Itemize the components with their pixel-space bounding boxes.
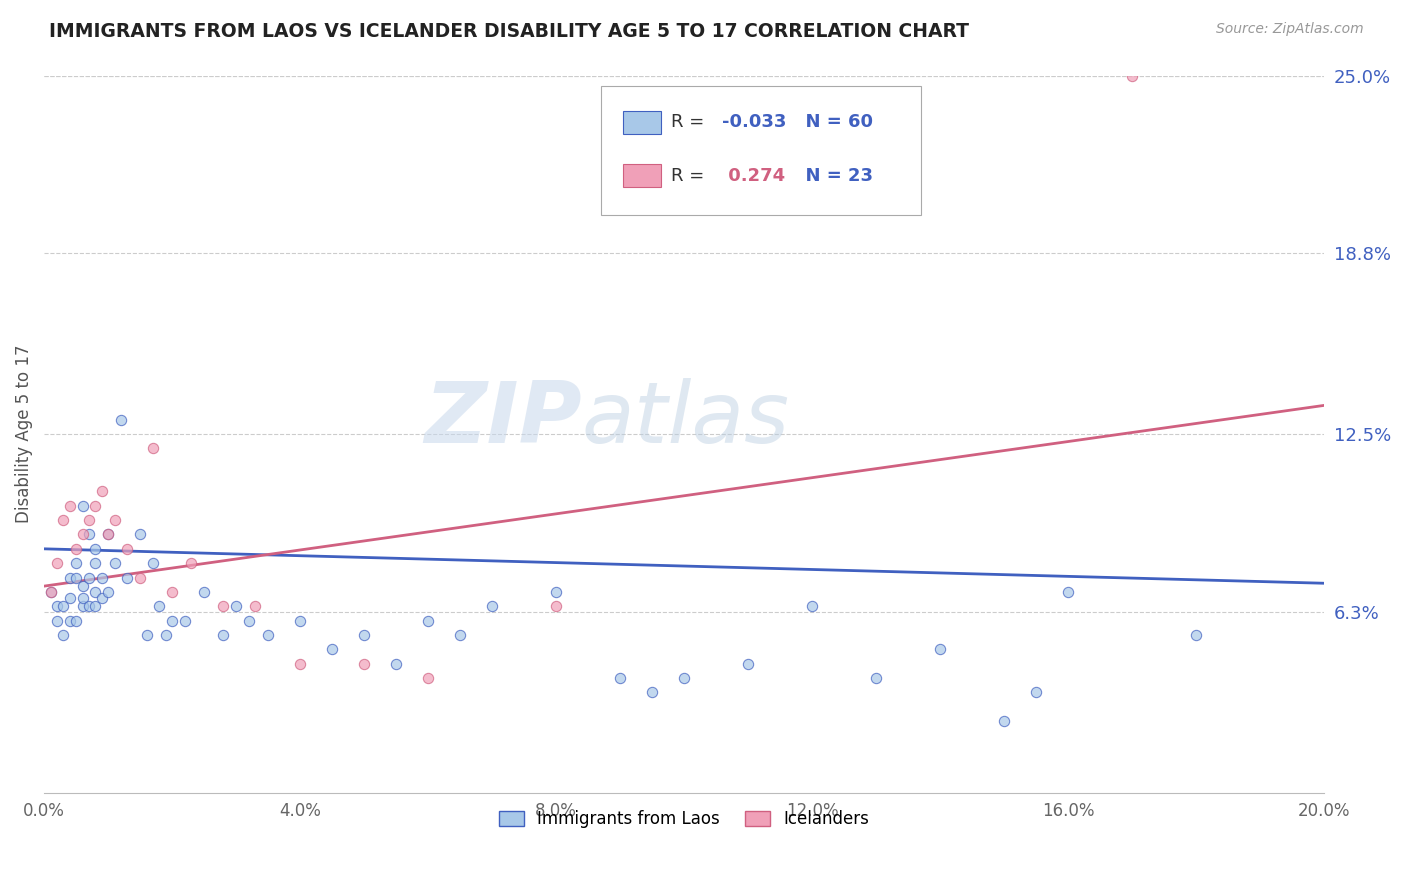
Legend: Immigrants from Laos, Icelanders: Immigrants from Laos, Icelanders [492,803,876,835]
Point [801,599,824,614]
Point [45,599,67,614]
Point [546,585,568,599]
Point [72,527,94,541]
Point [481,599,503,614]
Point [72,499,94,513]
Point [1185,628,1208,642]
Point [160,614,183,628]
Point [865,671,887,685]
Point [59,570,82,584]
Point [72,579,94,593]
Point [45,614,67,628]
Point [110,413,132,427]
Point [65,541,87,556]
Point [449,628,471,642]
Point [416,614,439,628]
Point [212,628,235,642]
Point [65,614,87,628]
FancyBboxPatch shape [623,111,661,134]
Point [52,628,75,642]
Text: atlas: atlas [582,378,790,461]
Point [97,527,120,541]
Text: -0.033: -0.033 [723,113,787,131]
Point [212,599,235,614]
Point [288,614,311,628]
Point [84,499,107,513]
Point [72,599,94,614]
Text: N = 60: N = 60 [793,113,873,131]
Point [193,585,215,599]
Point [129,570,152,584]
Point [103,556,125,570]
Point [1057,585,1080,599]
Point [90,570,112,584]
Point [160,585,183,599]
Point [353,628,375,642]
Point [673,671,696,685]
Point [225,599,247,614]
Point [39,585,62,599]
Point [142,556,165,570]
Point [39,585,62,599]
Point [609,671,631,685]
Point [103,513,125,527]
Point [155,628,177,642]
Point [84,556,107,570]
Text: IMMIGRANTS FROM LAOS VS ICELANDER DISABILITY AGE 5 TO 17 CORRELATION CHART: IMMIGRANTS FROM LAOS VS ICELANDER DISABI… [49,22,969,41]
Point [117,541,139,556]
Point [416,671,439,685]
Point [288,657,311,671]
Text: R =: R = [671,167,710,185]
Point [117,570,139,584]
Point [77,599,100,614]
Point [59,499,82,513]
Point [84,585,107,599]
Point [238,614,260,628]
Point [353,657,375,671]
Y-axis label: Disability Age 5 to 17: Disability Age 5 to 17 [15,345,32,524]
Point [77,570,100,584]
Point [90,484,112,499]
Point [546,599,568,614]
Point [72,591,94,605]
Point [77,513,100,527]
Point [174,614,197,628]
FancyBboxPatch shape [623,164,661,187]
Point [77,527,100,541]
Point [59,614,82,628]
Point [245,599,267,614]
Text: Source: ZipAtlas.com: Source: ZipAtlas.com [1216,22,1364,37]
Point [65,556,87,570]
Point [129,527,152,541]
Point [90,591,112,605]
Point [142,442,165,456]
Point [84,541,107,556]
Point [257,628,280,642]
Point [84,599,107,614]
Point [59,591,82,605]
Point [52,513,75,527]
Point [180,556,202,570]
Point [321,642,343,657]
Point [65,570,87,584]
Point [1025,685,1047,699]
Point [929,642,952,657]
FancyBboxPatch shape [600,87,921,215]
Point [97,527,120,541]
Point [737,657,759,671]
Point [45,556,67,570]
Point [52,599,75,614]
Point [385,657,408,671]
Point [641,685,664,699]
Point [97,585,120,599]
Text: ZIP: ZIP [425,378,582,461]
Point [148,599,170,614]
Point [1121,69,1143,83]
Text: N = 23: N = 23 [793,167,873,185]
Point [135,628,157,642]
Text: R =: R = [671,113,710,131]
Point [993,714,1015,728]
Text: 0.274: 0.274 [723,167,786,185]
